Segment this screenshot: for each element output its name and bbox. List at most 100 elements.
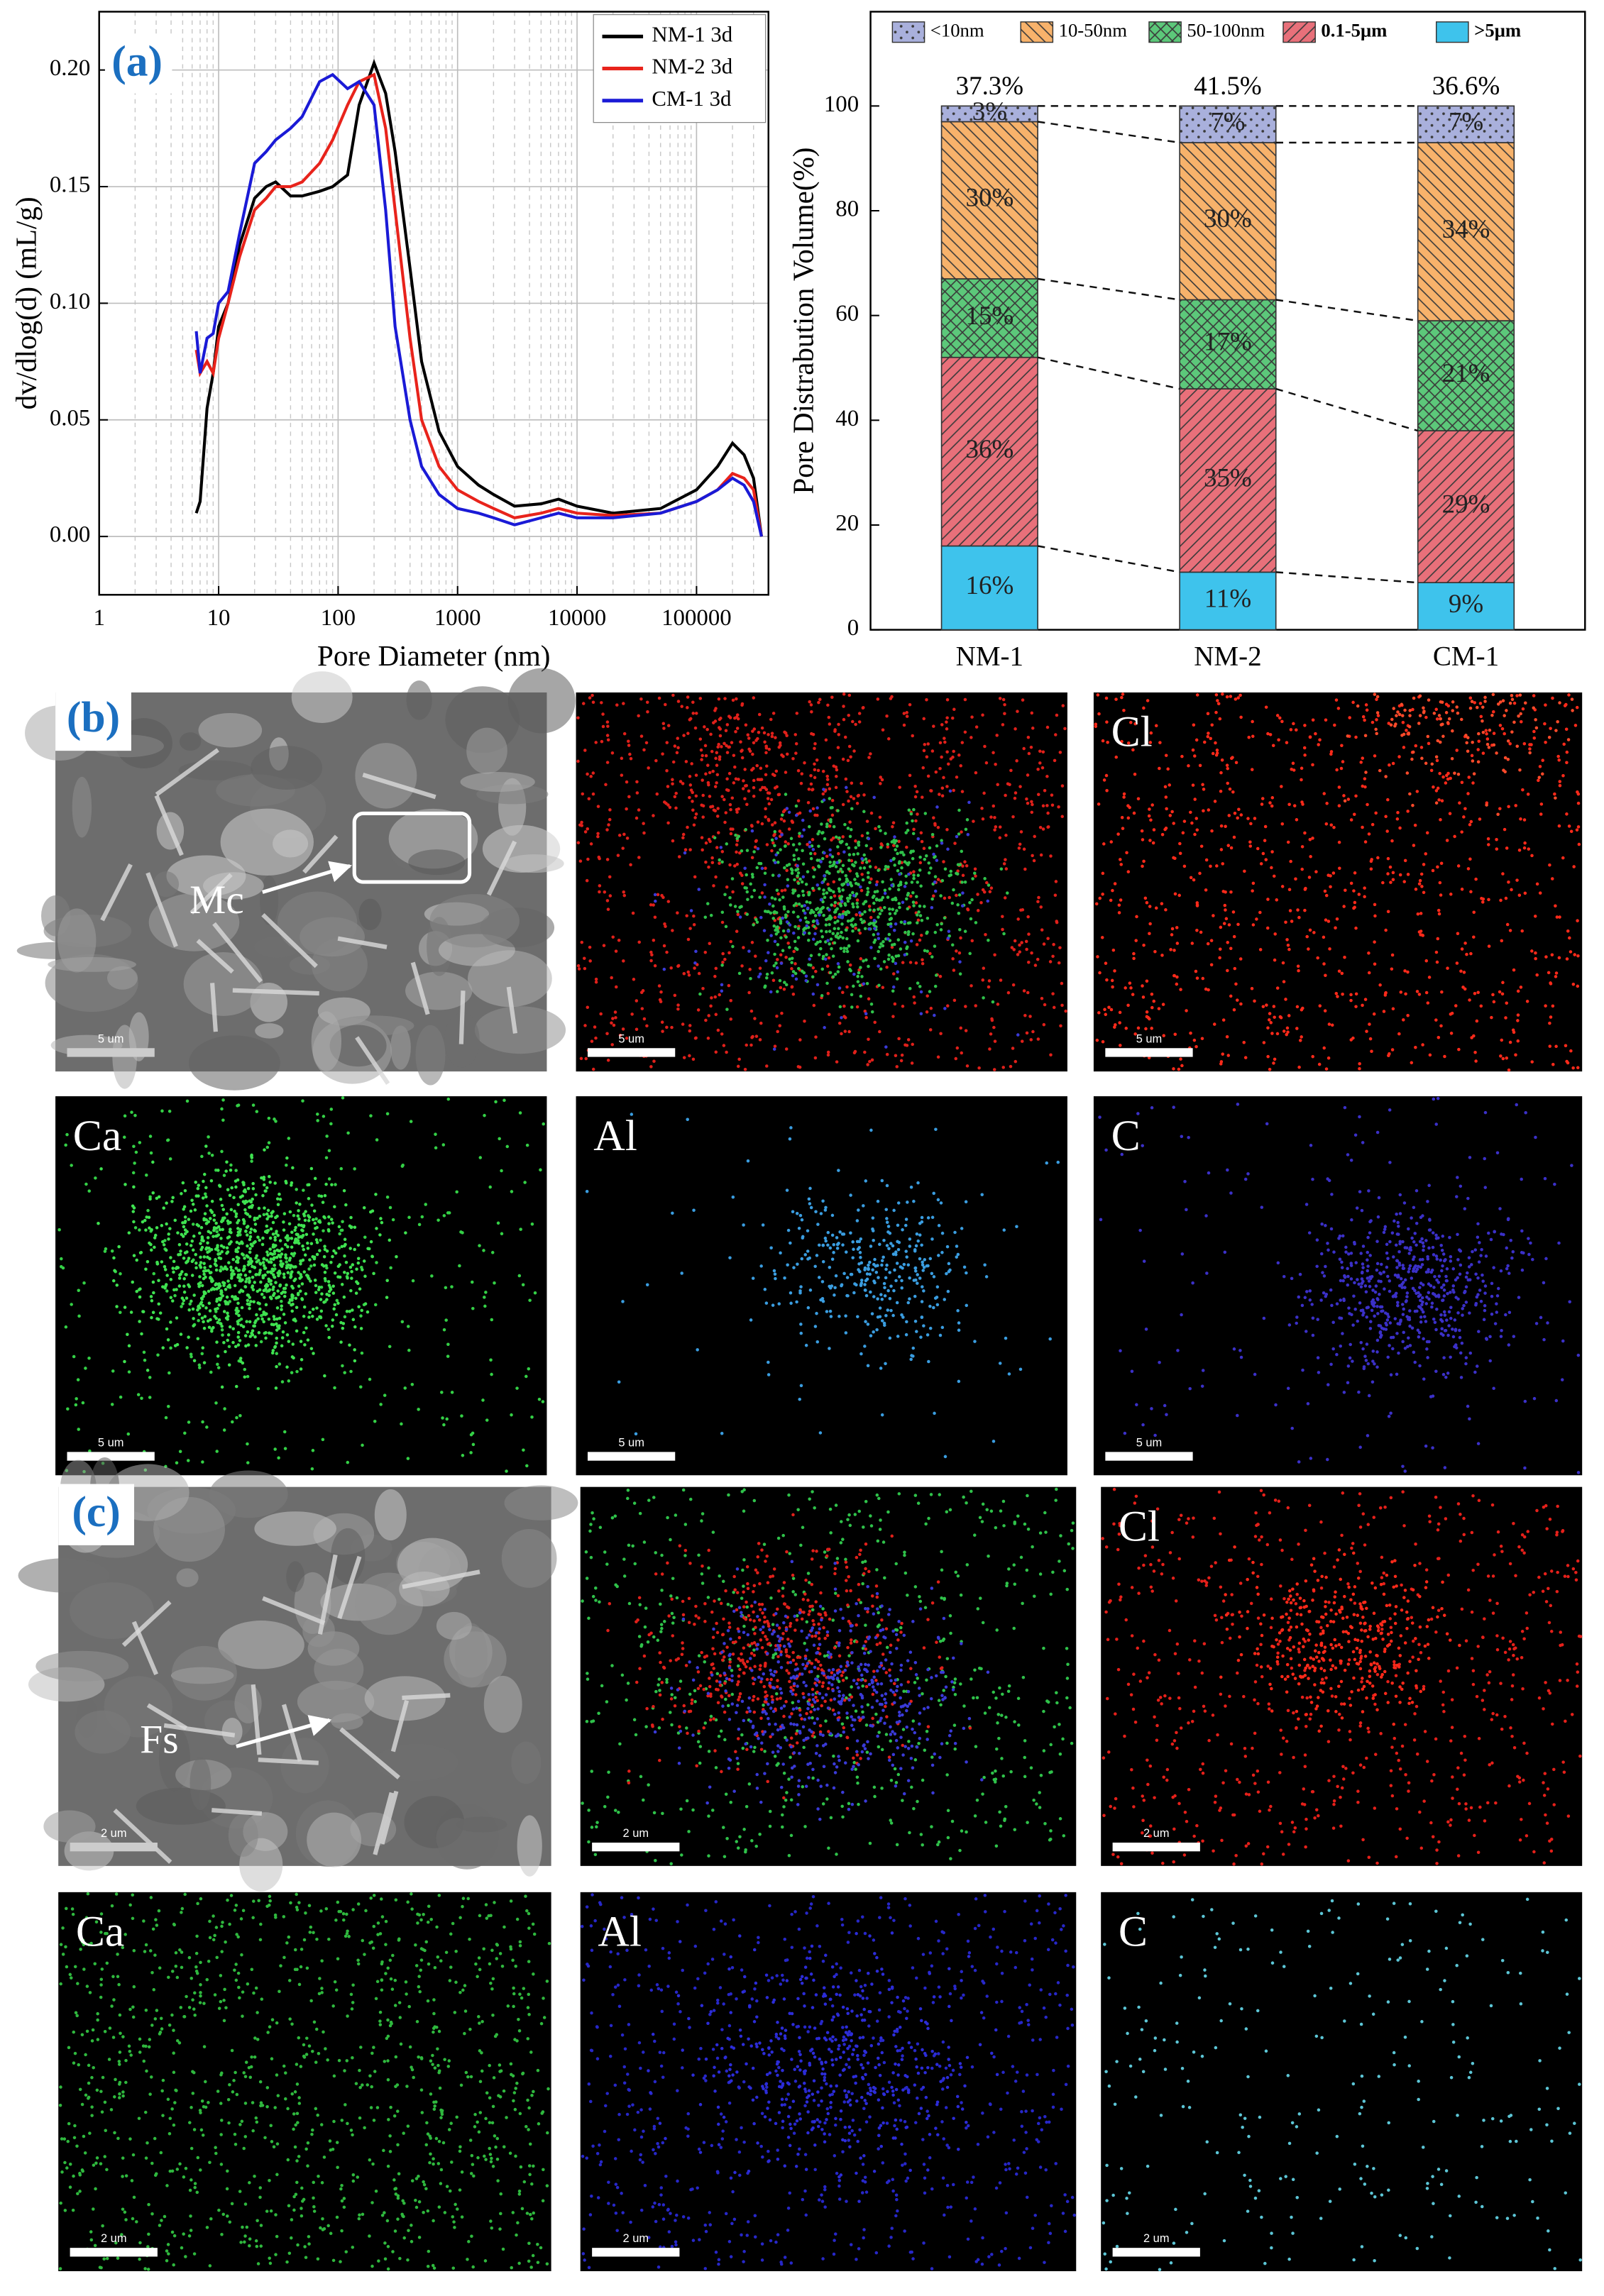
map-dot	[860, 857, 864, 861]
map-dot	[262, 1213, 266, 1217]
map-dot	[862, 982, 866, 986]
map-dot	[939, 928, 943, 932]
map-dot	[1316, 956, 1319, 960]
map-dot	[1160, 954, 1164, 957]
map-dot	[837, 1021, 842, 1025]
map-dot	[1551, 1004, 1555, 1008]
map-dot	[287, 1340, 291, 1343]
map-dot	[1481, 730, 1485, 734]
map-dot	[862, 793, 866, 797]
map-dot	[302, 1330, 306, 1335]
map-dot	[804, 974, 808, 978]
map-dot	[688, 795, 691, 800]
map-dot	[285, 1266, 289, 1270]
map-dot	[853, 878, 857, 881]
map-dot	[1004, 793, 1007, 797]
map-dot	[897, 839, 901, 844]
map-dot	[320, 1263, 324, 1266]
map-dot	[707, 865, 710, 869]
map-dot	[185, 1273, 188, 1276]
map-dot	[921, 1285, 924, 1288]
map-dot	[1212, 1022, 1216, 1026]
map-dot	[502, 1098, 506, 1103]
map-dot	[1148, 932, 1151, 936]
map-dot	[1420, 756, 1424, 761]
map-dot	[813, 914, 818, 917]
y-tick-label: 0	[847, 615, 859, 641]
map-dot	[895, 909, 899, 912]
map-dot	[372, 1271, 375, 1276]
map-dot	[723, 957, 727, 961]
map-dot	[216, 1320, 220, 1325]
map-dot	[631, 911, 635, 915]
map-dot	[290, 1293, 294, 1297]
map-dot	[340, 1244, 344, 1249]
map-dot	[853, 1049, 857, 1054]
map-dot	[752, 766, 755, 771]
map-dot	[864, 1012, 868, 1016]
map-dot	[865, 981, 869, 986]
map-dot	[207, 1249, 212, 1253]
map-dot	[269, 1227, 273, 1231]
map-dot	[246, 1244, 249, 1248]
map-dot	[1447, 717, 1451, 721]
map-dot	[987, 883, 991, 887]
map-dot	[1236, 816, 1239, 820]
map-dot	[267, 1317, 271, 1321]
map-dot	[204, 1269, 208, 1273]
map-dot	[1571, 709, 1574, 712]
map-dot	[922, 717, 926, 721]
map-dot	[1214, 692, 1219, 697]
map-dot	[920, 1300, 924, 1303]
map-dot	[190, 1198, 194, 1203]
map-dot	[1485, 803, 1488, 807]
map-dot	[980, 807, 984, 810]
map-dot	[1389, 881, 1392, 884]
map-dot	[329, 1261, 333, 1264]
map-dot	[278, 1239, 282, 1242]
map-dot	[1477, 739, 1481, 744]
map-dot	[1149, 731, 1153, 735]
map-dot	[204, 1186, 208, 1190]
map-dot	[1195, 904, 1199, 907]
map-dot	[791, 843, 796, 846]
map-dot	[701, 848, 704, 852]
map-dot	[1039, 853, 1043, 857]
map-dot	[1148, 905, 1152, 908]
map-dot	[333, 1303, 336, 1307]
map-dot	[206, 1241, 209, 1245]
map-dot	[933, 880, 937, 884]
map-dot	[844, 1331, 848, 1335]
map-dot	[1097, 712, 1101, 716]
map-dot	[928, 1028, 933, 1032]
map-dot	[781, 895, 785, 899]
map-dot	[282, 1286, 286, 1291]
map-dot	[1172, 949, 1176, 952]
map-dot	[991, 751, 995, 755]
map-dot	[1041, 827, 1045, 831]
map-dot	[248, 1306, 251, 1310]
map-dot	[329, 1108, 334, 1111]
sem-grain	[203, 872, 264, 900]
map-dot	[1438, 881, 1442, 885]
map-dot	[886, 845, 890, 849]
map-dot	[1194, 969, 1198, 973]
map-dot	[845, 896, 850, 900]
map-dot	[771, 823, 774, 827]
map-dot	[276, 1289, 280, 1293]
map-dot	[1337, 785, 1341, 789]
map-dot	[617, 1380, 621, 1384]
map-dot	[1324, 973, 1327, 978]
map-dot	[841, 990, 845, 995]
map-dot	[912, 827, 916, 832]
map-dot	[1326, 873, 1330, 877]
map-dot	[854, 839, 857, 843]
map-dot	[190, 1274, 194, 1277]
map-dot	[776, 958, 779, 961]
map-dot	[1122, 795, 1126, 799]
map-dot	[897, 1037, 901, 1041]
map-dot	[877, 824, 881, 829]
map-dot	[1219, 771, 1223, 775]
map-dot	[1045, 775, 1049, 778]
map-dot	[1052, 942, 1055, 946]
